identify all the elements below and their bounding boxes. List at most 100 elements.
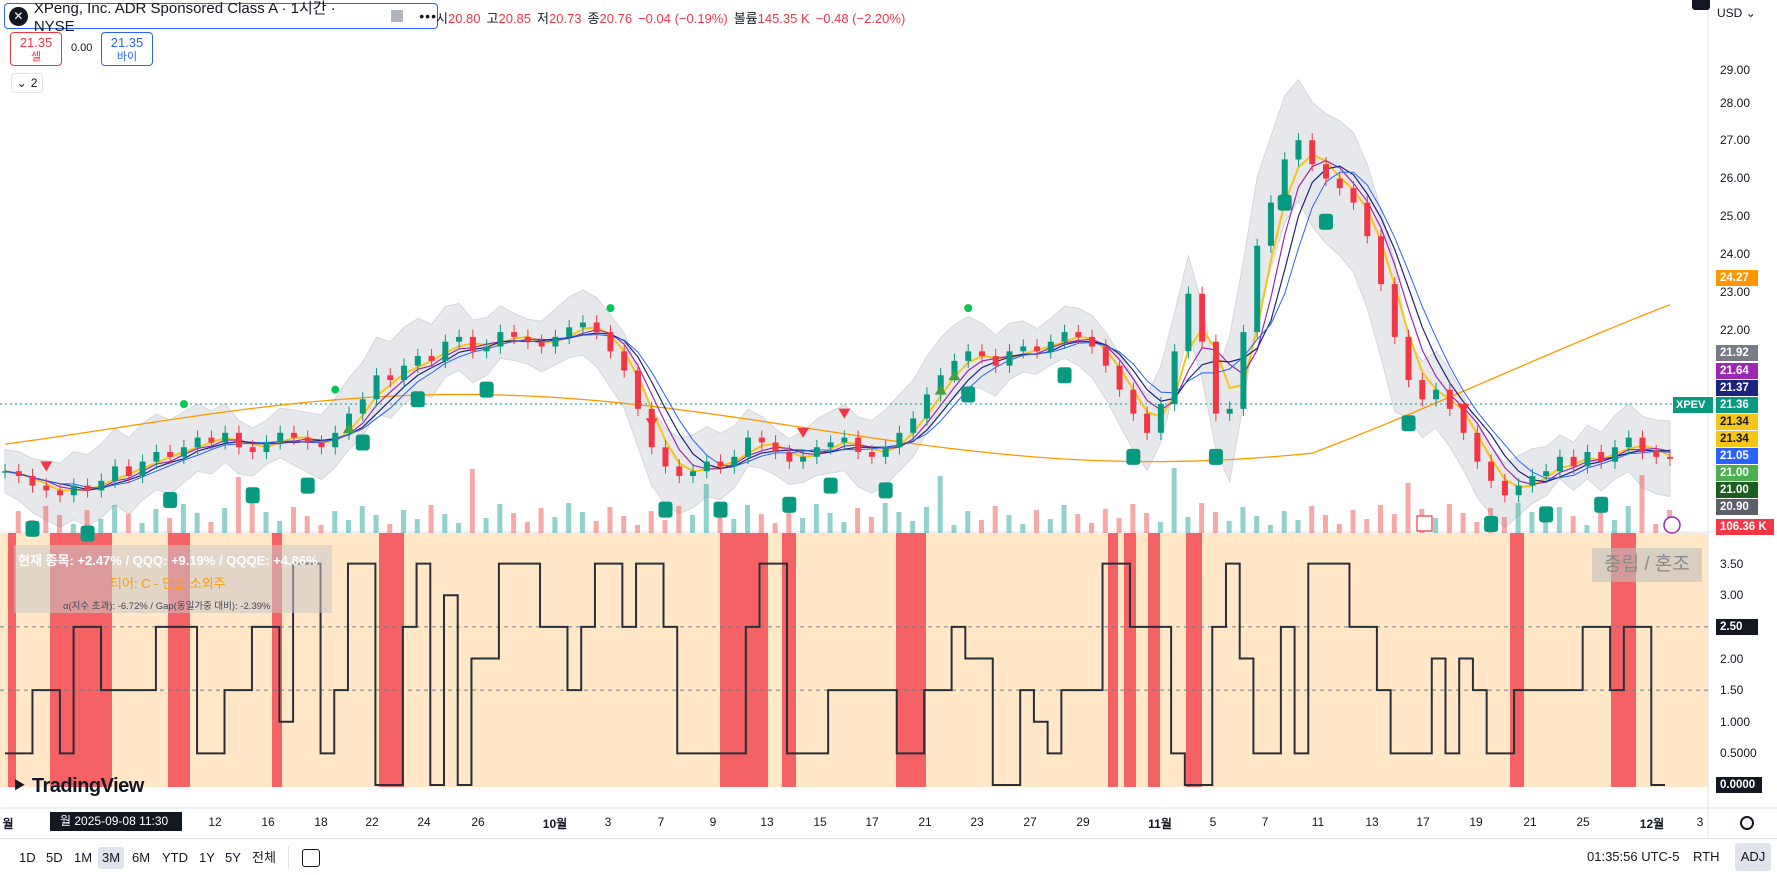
candle-body <box>373 375 380 400</box>
volume-bar <box>1364 519 1370 533</box>
range-button-ytd[interactable]: YTD <box>162 850 188 865</box>
spread-value: 0.00 <box>71 42 93 54</box>
range-button-1d[interactable]: 1D <box>19 850 36 865</box>
volume-bar <box>882 503 888 533</box>
volume-bar <box>786 509 792 533</box>
long-signal-badge <box>1318 213 1333 230</box>
tradingview-logo[interactable]: ⯈ TradingView <box>12 775 144 798</box>
gear-icon[interactable] <box>1740 816 1754 830</box>
moving-average-line <box>4 159 1671 492</box>
ohlc-label: 종 <box>587 11 600 26</box>
volume-bar <box>1639 475 1645 533</box>
indicator-collapse-button[interactable]: ⌄ 2 <box>11 73 43 93</box>
candle-body <box>717 461 724 467</box>
candle-body <box>1543 471 1550 477</box>
candle-body <box>153 452 160 462</box>
maximize-icon[interactable] <box>1692 0 1710 10</box>
calendar-icon[interactable] <box>302 849 320 867</box>
price-tick-label: 28.00 <box>1720 96 1751 110</box>
oscillator-tick-label: 2.00 <box>1720 651 1744 666</box>
volume-bar <box>937 476 943 533</box>
long-signal-badge <box>782 496 797 513</box>
range-button-3m[interactable]: 3M <box>98 847 125 869</box>
volume-bar <box>57 515 63 533</box>
red-event-band <box>1186 533 1202 787</box>
red-event-band <box>8 533 16 787</box>
price-tag: 21.34 <box>1716 414 1758 430</box>
ohlc-values: 시20.80 고20.85 저20.73 종20.76 −0.04 (−0.19%) 볼륨… <box>436 8 911 27</box>
candle-body <box>538 341 545 347</box>
candle-body <box>1322 164 1329 179</box>
time-tick-label: 19 <box>1469 815 1483 829</box>
symbol-title: XPeng, Inc. ADR Sponsored Class A · 1시간 … <box>33 0 336 35</box>
bottom-toolbar <box>0 838 1777 875</box>
candle-body <box>277 432 284 443</box>
candle-body <box>414 356 421 366</box>
volume-bar <box>15 511 21 533</box>
take-profit-marker <box>964 304 973 313</box>
volume-bar <box>731 519 737 533</box>
range-button-전체[interactable]: 전체 <box>252 850 276 865</box>
currency-button[interactable]: USD ⌄ <box>1717 6 1756 20</box>
sell-button[interactable]: 21.35 셀 <box>10 32 62 66</box>
time-tick-label: 5 <box>1209 815 1217 829</box>
volume-bar <box>1047 519 1053 533</box>
candle-body <box>1474 432 1481 462</box>
eye-icon[interactable] <box>391 10 404 22</box>
more-icon[interactable]: ••• <box>419 8 437 24</box>
long-signal-badge <box>25 520 40 537</box>
adj-button[interactable]: ADJ <box>1735 843 1771 871</box>
range-button-1y[interactable]: 1Y <box>199 850 215 865</box>
volume-bar <box>277 521 283 533</box>
volume-bar <box>579 512 585 533</box>
range-button-5d[interactable]: 5D <box>46 850 63 865</box>
ohlc-value: 20.85 <box>498 11 532 26</box>
buy-button[interactable]: 21.35 바이 <box>101 32 153 66</box>
symbol-legend[interactable]: ✕ XPeng, Inc. ADR Sponsored Class A · 1시… <box>4 0 438 35</box>
volume-bar <box>538 508 544 533</box>
rth-button[interactable]: RTH <box>1693 849 1720 864</box>
volume-bar <box>1034 510 1040 533</box>
candle-body <box>1488 461 1495 481</box>
volume-bar <box>1212 512 1218 533</box>
earnings-marker-icon <box>1416 515 1433 532</box>
candle-body <box>263 442 270 453</box>
volume-bar <box>868 517 874 533</box>
range-button-1m[interactable]: 1M <box>74 850 93 865</box>
volume-bar <box>1185 517 1191 533</box>
candle-body <box>1391 284 1398 337</box>
volume-bar <box>593 521 599 533</box>
sell-signal-triangle <box>797 427 810 438</box>
performance-line: 현재 종목: +2.47% / QQQ: +9.19% / QQQE: +4.8… <box>18 553 318 568</box>
clock[interactable]: 01:35:56 UTC-5 <box>1587 849 1680 864</box>
candle-body <box>249 447 256 453</box>
time-tick-label: 11 <box>1311 815 1325 829</box>
long-signal-badge <box>1484 515 1499 532</box>
volume-bar <box>442 514 448 533</box>
candle-body <box>566 327 573 337</box>
sell-price: 21.35 <box>19 35 53 50</box>
range-button-5y[interactable]: 5Y <box>225 850 241 865</box>
volume-bar <box>1199 503 1205 533</box>
volume-bar <box>153 509 159 533</box>
candle-body <box>1515 485 1522 496</box>
candle-body <box>1556 456 1563 472</box>
candle-body <box>1240 332 1247 409</box>
oscillator-tick-label: 3.00 <box>1720 588 1744 603</box>
time-tick-label: 월 <box>2 817 14 831</box>
indicator-count: 2 <box>30 76 38 90</box>
volume-bar <box>428 505 434 533</box>
range-button-6m[interactable]: 6M <box>132 850 151 865</box>
volume-bar <box>139 523 145 533</box>
candle-body <box>57 490 64 496</box>
symbol-price-tag: XPEV <box>1673 397 1713 413</box>
volume-bar <box>1653 524 1659 533</box>
volume-bar <box>1295 520 1301 533</box>
volume-bar <box>855 508 861 533</box>
volume-bar <box>1391 514 1397 533</box>
volume-bar <box>1226 521 1232 533</box>
volume-bar <box>1611 520 1617 533</box>
time-tick-label: 17 <box>1416 815 1430 829</box>
long-signal-badge <box>1126 448 1141 465</box>
